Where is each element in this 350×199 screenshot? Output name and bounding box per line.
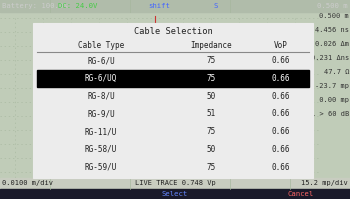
- Text: Cable Selection: Cable Selection: [134, 27, 212, 36]
- Text: 0.66: 0.66: [272, 109, 290, 118]
- Text: Cancel: Cancel: [288, 191, 314, 197]
- Text: Battery: 100.0%: Battery: 100.0%: [2, 3, 68, 9]
- Text: S: S: [213, 3, 217, 9]
- Text: L > 60 dB: L > 60 dB: [311, 111, 349, 117]
- Text: 0.66: 0.66: [272, 127, 290, 136]
- Text: Select: Select: [162, 191, 188, 197]
- Text: 0.0100 m/div: 0.0100 m/div: [2, 180, 53, 186]
- Text: RG-6/U: RG-6/U: [87, 56, 115, 65]
- Bar: [0, 178, 350, 189]
- Text: 0.00 mp: 0.00 mp: [315, 97, 349, 103]
- Text: RG-58/U: RG-58/U: [85, 145, 117, 154]
- Text: 0.500 m: 0.500 m: [317, 3, 348, 9]
- Text: 75: 75: [206, 163, 216, 172]
- Text: 0.66: 0.66: [272, 145, 290, 154]
- Text: RG-9/U: RG-9/U: [87, 109, 115, 118]
- Text: Cable Type: Cable Type: [78, 41, 124, 50]
- Text: 15.2 mp/div: 15.2 mp/div: [301, 180, 348, 186]
- Text: 75: 75: [206, 56, 216, 65]
- Text: 47.7 Ω: 47.7 Ω: [323, 69, 349, 75]
- Text: -23.7 mp: -23.7 mp: [315, 83, 349, 89]
- Text: 0.66: 0.66: [272, 56, 290, 65]
- Text: 51: 51: [206, 109, 216, 118]
- Text: RG-59/U: RG-59/U: [85, 163, 117, 172]
- Text: 50: 50: [206, 92, 216, 101]
- Text: 75: 75: [206, 74, 216, 83]
- Text: 75: 75: [206, 127, 216, 136]
- Text: 0.500 m: 0.500 m: [319, 13, 349, 19]
- Bar: [33, 23, 313, 178]
- Text: 0.66: 0.66: [272, 74, 290, 83]
- Bar: [37, 70, 309, 87]
- Text: shift: shift: [148, 3, 170, 9]
- Text: DC: 24.0V: DC: 24.0V: [58, 3, 97, 9]
- Text: RG-8/U: RG-8/U: [87, 92, 115, 101]
- Text: 0.026 Δm: 0.026 Δm: [315, 41, 349, 47]
- Text: VoP: VoP: [274, 41, 288, 50]
- Text: RG-6/UQ: RG-6/UQ: [85, 74, 117, 83]
- Text: 50: 50: [206, 145, 216, 154]
- Text: 4.456 ns: 4.456 ns: [315, 27, 349, 33]
- Text: RG-11/U: RG-11/U: [85, 127, 117, 136]
- Text: LIVE TRACE 0.748 Vp: LIVE TRACE 0.748 Vp: [135, 180, 215, 186]
- Text: Impedance: Impedance: [190, 41, 232, 50]
- Bar: [0, 189, 350, 199]
- Text: 0.66: 0.66: [272, 92, 290, 101]
- Text: 0.66: 0.66: [272, 163, 290, 172]
- Text: 0.231 Δns: 0.231 Δns: [311, 55, 349, 61]
- Bar: [0, 0, 350, 12]
